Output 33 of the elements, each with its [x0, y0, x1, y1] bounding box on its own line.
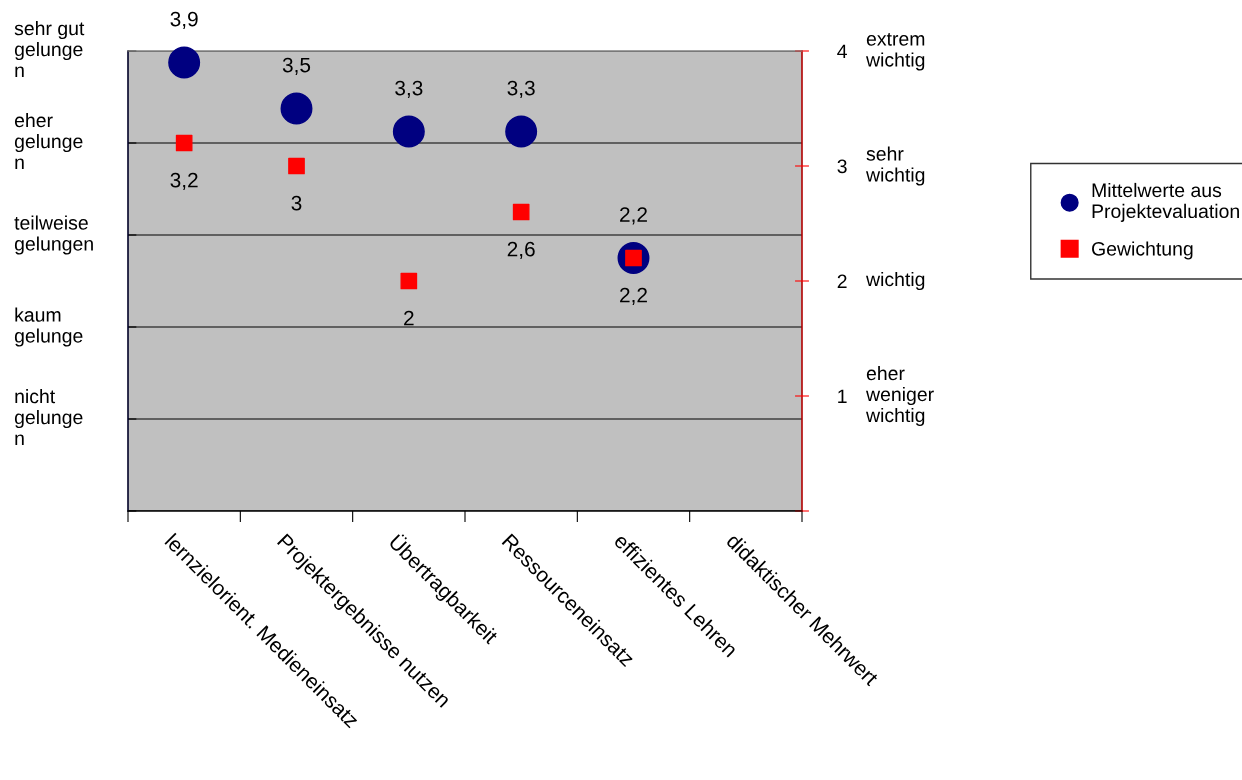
category-label: nicht gelunge n: [14, 388, 83, 445]
point: [168, 46, 201, 79]
text: sehr wichtig: [866, 146, 925, 186]
point: [288, 157, 305, 175]
data-label: 2,2: [620, 207, 647, 225]
text: eher weniger wichtig: [866, 365, 934, 427]
category-label: teilweise gelungen: [14, 215, 93, 255]
category-label: kaum gelunge: [14, 307, 83, 347]
data-label: 3: [291, 195, 302, 211]
text: wichtig: [866, 271, 925, 291]
legend-label: Gewichtung: [1092, 241, 1193, 260]
data-label: 2: [404, 310, 414, 326]
data-label: 3,2: [170, 172, 198, 190]
legend-label: Mittelwerte aus Projektevaluation: [1092, 182, 1239, 222]
category-label: eher gelunge n: [14, 112, 83, 169]
point: [505, 115, 538, 148]
y2-tick-label: 3: [837, 159, 847, 174]
data-label: 2,6: [507, 241, 535, 259]
text: extrem wichtig: [866, 32, 925, 71]
point: [400, 272, 418, 290]
data-label: 3,9: [170, 11, 198, 29]
data-label: 3,3: [507, 80, 535, 98]
data-label: 3,3: [395, 80, 423, 98]
point: [512, 203, 530, 221]
point: [175, 134, 193, 152]
y2-tick-label: 2: [837, 274, 847, 289]
point: [280, 92, 313, 125]
point: [392, 115, 425, 148]
data-label: 2,2: [620, 287, 647, 305]
data-label: 3,5: [282, 57, 311, 75]
category-label: sehr gut gelunge n: [14, 20, 85, 77]
y2-tick-label: 1: [838, 389, 847, 404]
y2-tick-label: 4: [837, 44, 847, 59]
